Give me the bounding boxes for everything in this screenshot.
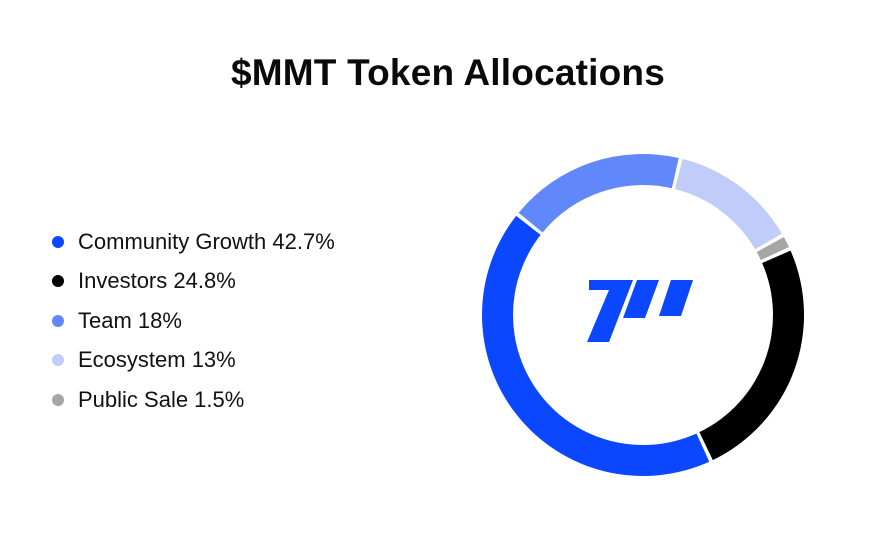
donut-segment-investors [699, 250, 804, 461]
legend-item-public-sale: Public Sale 1.5% [52, 380, 335, 420]
donut-segment-ecosystem [674, 158, 782, 250]
donut-segment-public-sale [756, 236, 789, 261]
legend-item-community-growth: Community Growth 42.7% [52, 222, 335, 262]
chart-title: $MMT Token Allocations [230, 52, 666, 93]
donut-segment-community-growth [481, 215, 710, 477]
legend-item-ecosystem: Ecosystem 13% [52, 341, 335, 381]
legend-item-team: Team 18% [52, 301, 335, 341]
donut-chart [481, 153, 805, 477]
legend-label: Investors 24.8% [78, 268, 236, 294]
mmt-logo-icon [587, 280, 693, 342]
legend-dot-icon [52, 393, 64, 406]
legend: Community Growth 42.7% Investors 24.8% T… [52, 222, 335, 420]
legend-label: Team 18% [78, 307, 182, 333]
legend-item-investors: Investors 24.8% [52, 262, 335, 302]
donut-segment-team [518, 154, 679, 233]
donut-svg [481, 154, 804, 477]
legend-dot-icon [52, 354, 64, 367]
legend-dot-icon [52, 314, 64, 327]
legend-dot-icon [52, 235, 64, 248]
legend-label: Ecosystem 13% [78, 347, 236, 373]
legend-dot-icon [52, 275, 64, 288]
legend-label: Public Sale 1.5% [78, 386, 245, 412]
legend-label: Community Growth 42.7% [78, 228, 335, 254]
